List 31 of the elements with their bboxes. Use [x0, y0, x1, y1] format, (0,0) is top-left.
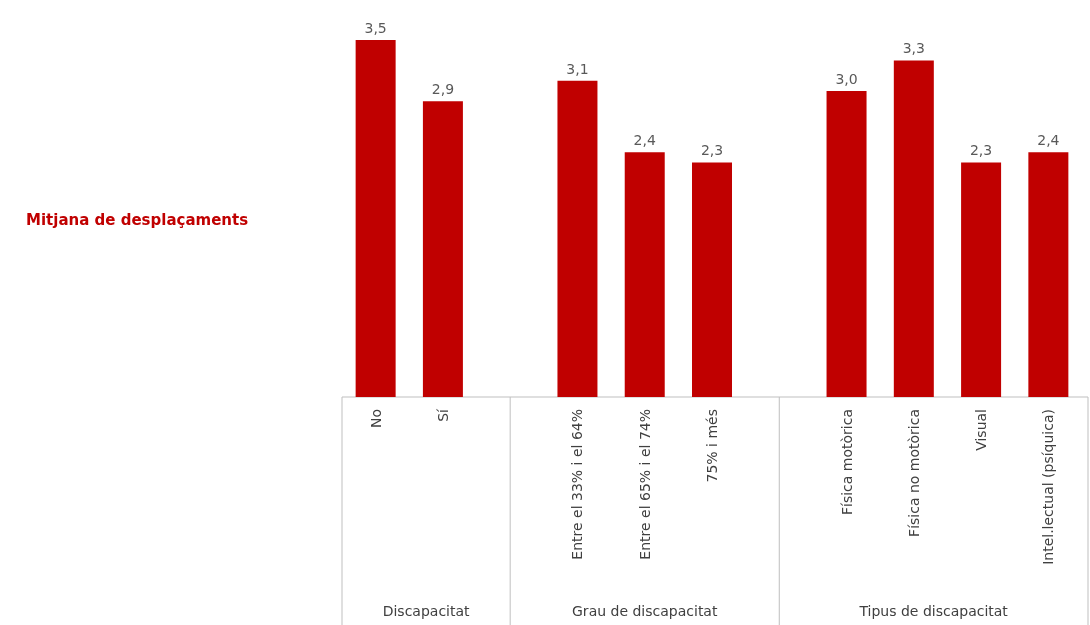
data-label: 2,3	[969, 142, 993, 159]
data-label: 2,3	[700, 142, 724, 159]
x-tick-label: Entre el 33% i el 64%	[569, 409, 586, 560]
data-label: 3,5	[364, 20, 387, 36]
x-tick-label: Visual	[973, 409, 990, 451]
data-label: 3,3	[902, 40, 925, 57]
data-label: 2,9	[431, 81, 455, 98]
text: Grau de discapacitat	[572, 603, 718, 619]
text: Mitjana de desplaçaments	[26, 211, 249, 229]
x-tick-label: Entre el 65% i el 74%	[636, 409, 653, 560]
bar	[692, 162, 732, 397]
bar	[624, 152, 665, 397]
x-tick-label: No	[367, 409, 384, 429]
x-tick-label: Física no motòrica	[905, 409, 922, 537]
bar	[422, 101, 463, 397]
bar	[557, 80, 598, 397]
x-tick-label: Intel.lectual (psíquica)	[1040, 409, 1057, 565]
bar	[826, 91, 867, 397]
bar	[1028, 152, 1069, 397]
bar	[355, 40, 396, 397]
data-label: 3,1	[566, 60, 589, 77]
data-label: 3,0	[835, 71, 858, 87]
x-tick-label: 75% i més	[704, 409, 720, 483]
text: Discapacitat	[382, 603, 471, 619]
bar	[893, 60, 934, 397]
x-tick-label: Física motòrica	[838, 409, 855, 516]
data-label: 2,4	[1037, 132, 1060, 149]
bar	[961, 162, 1002, 397]
data-label: 2,4	[633, 132, 656, 149]
x-tick-label: Sí	[434, 407, 451, 422]
text: Tipus de discapacitat	[858, 603, 1009, 619]
